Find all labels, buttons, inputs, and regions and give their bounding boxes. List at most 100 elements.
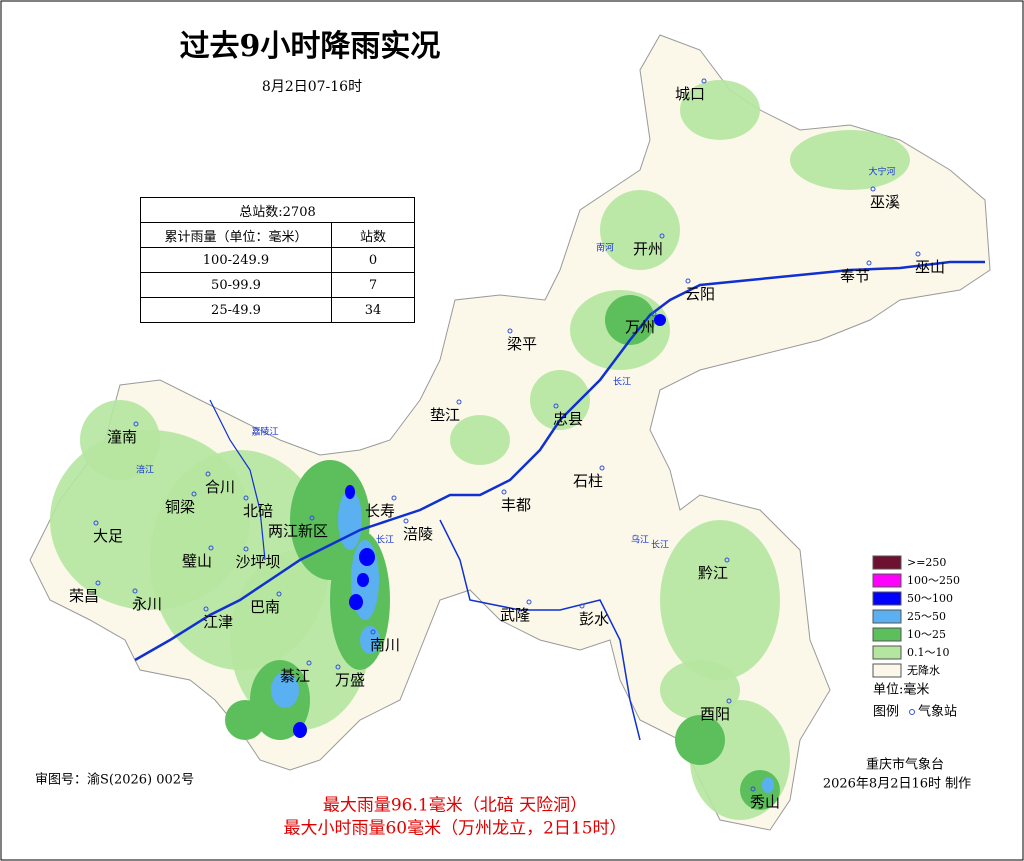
station	[866, 260, 872, 266]
station	[309, 515, 315, 521]
rain-area	[600, 190, 680, 270]
place-label: 巴南	[250, 598, 280, 616]
station	[579, 603, 585, 609]
place-label: 璧山	[182, 552, 212, 570]
rain-area	[271, 672, 299, 708]
place-label: 巫溪	[870, 193, 900, 211]
station	[391, 495, 397, 501]
rain-area	[338, 490, 362, 550]
station	[456, 399, 462, 405]
station	[203, 606, 209, 612]
rain-area	[80, 400, 160, 480]
station	[335, 664, 341, 670]
place-label: 万州	[625, 318, 655, 336]
table-total: 总站数:2708	[140, 197, 415, 223]
station	[507, 328, 513, 334]
legend-label: 100～250	[907, 574, 960, 587]
rain-area	[357, 573, 369, 587]
table-header: 累计雨量（单位：毫米）	[140, 222, 332, 248]
station	[501, 489, 507, 495]
made: 2026年8月2日16时 制作	[823, 777, 971, 792]
place-label: 垫江	[430, 406, 460, 424]
rain-area	[530, 370, 590, 430]
place-label: 永川	[132, 595, 162, 613]
station	[659, 233, 665, 239]
river-label: 嘉陵江	[251, 426, 278, 438]
legend-label: 50～100	[907, 592, 953, 605]
rain-area	[660, 660, 740, 720]
place-label: 武隆	[500, 606, 530, 624]
river-label: 长江	[651, 539, 669, 551]
legend-swatch	[872, 573, 902, 588]
stats-table: 总站数:2708 累计雨量（单位：毫米） 站数 100-249.9 0 50-99.…	[140, 197, 415, 323]
place-label: 梁平	[507, 335, 537, 353]
max-hourly: 最大小时雨量60毫米（万州龙立，2日15时）	[283, 819, 626, 839]
legend-swatch	[872, 645, 902, 660]
table-cell: 34	[331, 297, 415, 323]
rain-area	[605, 295, 655, 345]
rain-area	[675, 715, 725, 765]
station	[750, 786, 756, 792]
table-cell: 0	[331, 247, 415, 273]
table-cell: 50-99.9	[140, 272, 332, 298]
place-label: 铜梁	[165, 498, 195, 516]
rain-area	[450, 415, 510, 465]
place-label: 两江新区	[268, 522, 328, 540]
place-label: 石柱	[573, 472, 603, 490]
rain-area	[225, 700, 265, 740]
station	[701, 78, 707, 84]
station	[553, 403, 559, 409]
river-label: 长江	[376, 534, 394, 546]
river	[439, 519, 641, 741]
rain-area	[345, 485, 355, 499]
station	[132, 588, 138, 594]
legend-label: 25～50	[907, 610, 946, 623]
legend-station	[909, 709, 915, 715]
station	[95, 580, 101, 586]
legend-label: 0.1～10	[907, 646, 950, 659]
place-label: 沙坪坝	[235, 553, 280, 571]
station	[403, 518, 409, 524]
station	[133, 421, 139, 427]
place-label: 开州	[633, 240, 663, 258]
rain-area	[349, 594, 363, 610]
place-label: 长寿	[365, 502, 395, 520]
station	[191, 491, 197, 497]
legend-label: >=250	[907, 556, 946, 569]
rain-area	[762, 777, 774, 793]
place-label: 黔江	[698, 564, 728, 582]
station	[205, 471, 211, 477]
station	[685, 278, 691, 284]
table-cell: 25-49.9	[140, 297, 332, 323]
station	[208, 545, 214, 551]
rain-area	[790, 130, 910, 190]
place-label: 合川	[205, 478, 235, 496]
place-label: 万盛	[335, 671, 365, 689]
place-label: 酉阳	[700, 705, 730, 723]
rain-area	[293, 722, 307, 738]
table-cell: 7	[331, 272, 415, 298]
place-label: 忠县	[553, 410, 583, 428]
legend-swatch	[872, 627, 902, 642]
station	[93, 520, 99, 526]
table-header: 站数	[331, 222, 415, 248]
station	[526, 599, 532, 605]
place-label: 荣昌	[69, 587, 99, 605]
station	[599, 465, 605, 471]
legend-station-label: 气象站	[918, 704, 957, 720]
place-label: 巫山	[915, 258, 945, 276]
rain-area	[660, 520, 780, 680]
rain-area	[654, 314, 666, 326]
max-rain: 最大雨量96.1毫米（北碚 天险洞）	[323, 796, 587, 816]
place-label: 涪陵	[403, 525, 433, 543]
station	[724, 557, 730, 563]
legend-swatch	[872, 663, 902, 678]
place-label: 城口	[675, 85, 705, 103]
place-label: 綦江	[280, 667, 310, 685]
river-label: 长江	[613, 376, 631, 388]
river	[209, 399, 266, 561]
rain-areas	[50, 80, 910, 820]
place-label: 北碚	[243, 502, 273, 520]
